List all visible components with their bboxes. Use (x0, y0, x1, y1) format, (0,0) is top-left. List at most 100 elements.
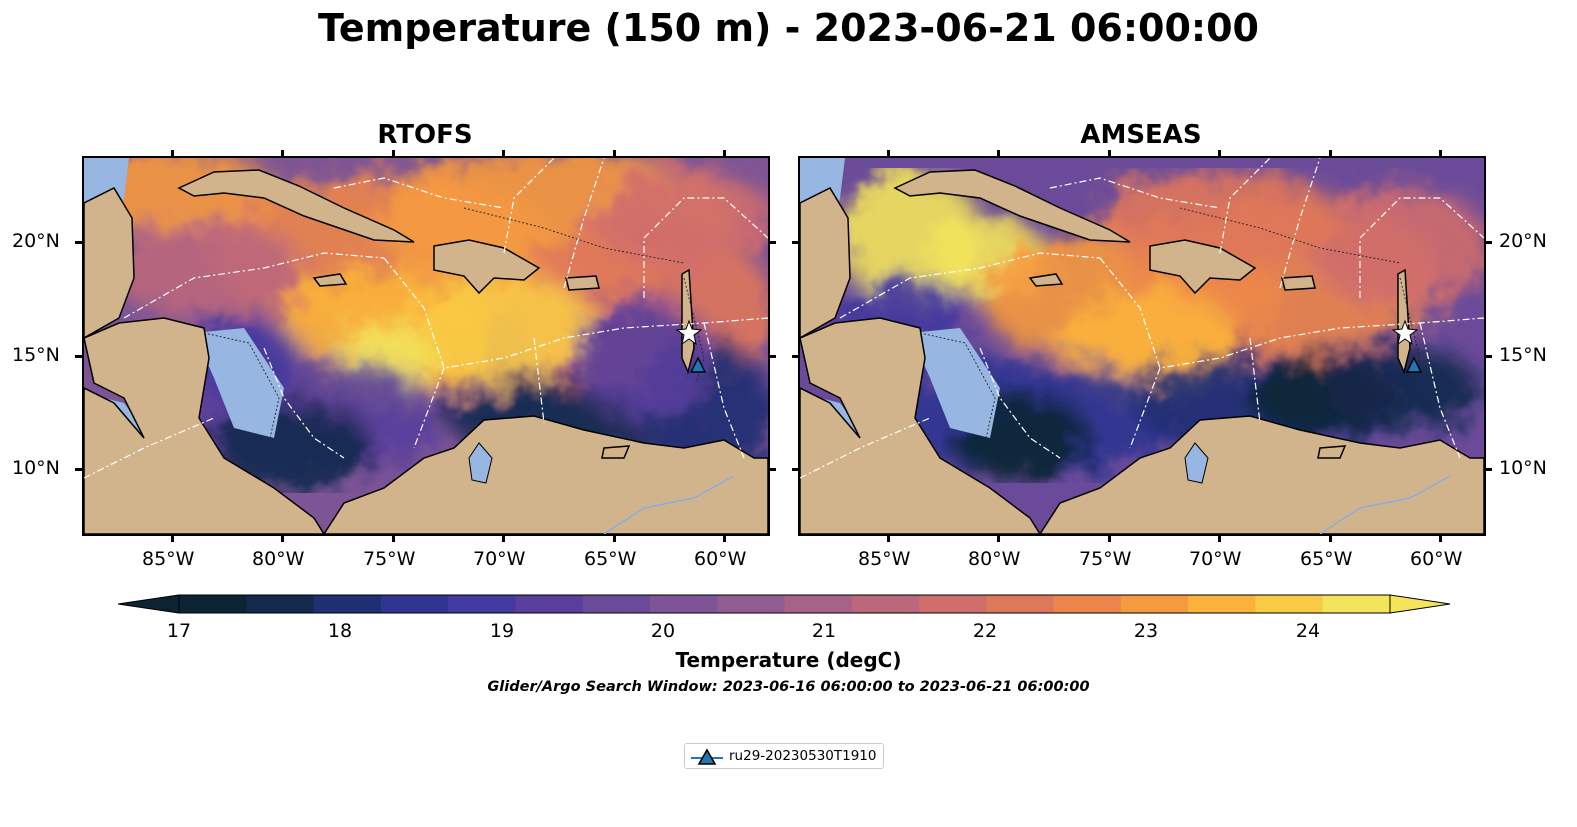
eez-boundary (1129, 367, 1161, 449)
landmass (1281, 275, 1316, 291)
colorbar-tick-18: 18 (327, 620, 353, 642)
temperature-anomaly (414, 273, 594, 383)
rtofs-map (82, 156, 770, 536)
lat-label-15n-left: 15°N (12, 344, 60, 366)
lat-major-tick (768, 241, 776, 244)
colorbar-bin (1188, 595, 1256, 613)
argo-star-icon (1391, 319, 1419, 346)
lon-major-tick (723, 150, 726, 157)
search-window-caption: Glider/Argo Search Window: 2023-06-16 06… (487, 679, 1090, 695)
lon-major-tick (997, 150, 1000, 157)
colorbar-bin (1120, 595, 1189, 613)
lon-major-tick (613, 150, 616, 157)
eez-boundary (533, 337, 545, 424)
colorbar-bin (179, 595, 247, 613)
lat-label-10n-right: 10°N (1499, 457, 1547, 479)
lon-major-tick (1329, 535, 1332, 542)
colorbar-tick-17: 17 (166, 620, 192, 642)
lon-label-70w-right: 70°W (1189, 548, 1242, 570)
colorbar-tick-21: 21 (811, 620, 837, 642)
lon-major-tick (1329, 150, 1332, 157)
lat-major-tick (1484, 468, 1492, 471)
panel-title-amseas: AMSEAS (1080, 120, 1202, 150)
colorbar-bin (1053, 595, 1122, 613)
colorbar-bin (717, 595, 785, 613)
lon-major-tick (392, 535, 395, 542)
landmass (84, 317, 325, 534)
glider-triangle-icon (1405, 356, 1423, 373)
eez-boundary (839, 252, 1101, 319)
glider-triangle-icon (689, 356, 707, 373)
landmass (893, 169, 1131, 243)
lon-major-tick (502, 535, 505, 542)
lat-major-tick (792, 241, 800, 244)
lon-major-tick (502, 150, 505, 157)
lon-label-65w-right: 65°W (1300, 548, 1353, 570)
glider-triangle-icon (691, 748, 723, 765)
colorbar-tick-20: 20 (650, 620, 676, 642)
isobath-contour (463, 207, 685, 264)
colorbar-over-arrow (1389, 594, 1451, 614)
colorbar-bin (246, 595, 315, 613)
shelf-water (194, 328, 284, 438)
lon-major-tick (613, 535, 616, 542)
lake-maracaibo (1184, 442, 1209, 484)
lon-label-65w-left: 65°W (584, 548, 637, 570)
river (603, 475, 735, 534)
landmass (84, 187, 135, 339)
isobath-contour (919, 332, 996, 444)
lat-major-tick (75, 355, 83, 358)
lon-major-tick (1439, 535, 1442, 542)
lon-major-tick (281, 535, 284, 542)
lat-label-10n-left: 10°N (12, 457, 60, 479)
river (1319, 475, 1451, 534)
landmass (1149, 239, 1257, 295)
lon-label-85w-left: 85°W (142, 548, 195, 570)
colorbar-tick-23: 23 (1133, 620, 1159, 642)
shelf-water (910, 328, 1000, 438)
lon-label-75w-left: 75°W (363, 548, 416, 570)
legend: ru29-20230530T1910 (684, 743, 884, 769)
landmass (177, 169, 415, 243)
lat-label-20n-left: 20°N (12, 230, 60, 252)
colorbar-bin (1322, 595, 1391, 613)
colorbar-bin (784, 595, 853, 613)
landmass (433, 239, 541, 295)
eez-boundary (123, 252, 385, 319)
colorbar-bin (582, 595, 651, 613)
eez-boundary (413, 367, 445, 449)
landmass (800, 317, 1041, 534)
landmass (1317, 445, 1347, 459)
figure-title: Temperature (150 m) - 2023-06-21 06:00:0… (317, 6, 1259, 50)
colorbar-bin (380, 595, 449, 613)
eez-boundary (1099, 257, 1484, 369)
colorbar-bin (986, 595, 1055, 613)
lon-major-tick (392, 150, 395, 157)
isobath-contour (1179, 207, 1401, 264)
landmass (1028, 273, 1064, 287)
lon-major-tick (1218, 150, 1221, 157)
lon-major-tick (723, 535, 726, 542)
temperature-anomaly (594, 168, 768, 268)
eez-boundary (1419, 322, 1461, 459)
landmass (800, 187, 851, 339)
colorbar-bin (919, 595, 987, 613)
isobath-contour (203, 332, 280, 444)
eez-boundary (643, 197, 768, 298)
eez-boundary (383, 257, 768, 369)
temperature-anomaly (1310, 188, 1484, 308)
lon-major-tick (171, 150, 174, 157)
lat-major-tick (1484, 355, 1492, 358)
amseas-map (798, 156, 1486, 536)
lat-major-tick (792, 468, 800, 471)
argo-star-icon (675, 319, 703, 346)
eez-boundary (1049, 177, 1221, 209)
landmass (312, 273, 348, 287)
colorbar-bin (1255, 595, 1324, 613)
lon-label-60w-left: 60°W (694, 548, 747, 570)
colorbar-tick-24: 24 (1295, 620, 1321, 642)
temperature-anomaly (104, 218, 304, 318)
lon-major-tick (1439, 150, 1442, 157)
eez-boundary (263, 347, 345, 459)
colorbar-under-arrow (118, 594, 180, 614)
